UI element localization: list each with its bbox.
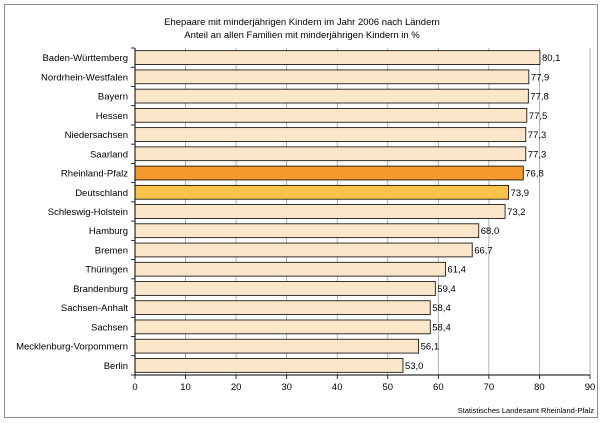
category-label: Nordrhein-Westfalen — [41, 72, 128, 83]
bar — [134, 223, 480, 239]
category-label: Niedersachsen — [65, 130, 128, 141]
category-label: Bayern — [98, 92, 128, 103]
value-label: 58,4 — [432, 303, 451, 314]
category-label: Mecklenburg-Vorpommern — [16, 342, 128, 353]
x-tick-label: 70 — [484, 382, 495, 393]
bar — [134, 88, 529, 104]
value-label: 66,7 — [474, 245, 493, 256]
x-tick-label: 40 — [332, 382, 343, 393]
bar — [134, 50, 541, 65]
value-label: 77,3 — [528, 149, 547, 160]
category-label: Deutschland — [75, 188, 128, 199]
bar — [134, 319, 431, 335]
bar — [134, 146, 527, 162]
bar — [134, 281, 436, 296]
bar — [134, 261, 446, 277]
bars: 80,1 77,9 77,8 77,5 77,3 77,3 76,8 73,9 73,2 68,0… — [134, 50, 561, 373]
value-label: 53,0 — [405, 361, 424, 372]
bar — [134, 242, 473, 258]
bar — [134, 184, 510, 200]
x-tick-label: 90 — [585, 382, 596, 393]
bar — [134, 165, 524, 181]
value-label: 73,2 — [507, 207, 525, 218]
x-tick-label: 30 — [281, 382, 292, 393]
x-tick-label: 80 — [534, 382, 545, 393]
bar — [134, 107, 528, 123]
category-label: Sachsen-Anhalt — [61, 303, 128, 314]
bar — [134, 300, 431, 316]
x-tick-label: 10 — [180, 382, 191, 393]
bar — [134, 127, 527, 142]
value-label: 73,9 — [511, 188, 530, 199]
category-label: Hessen — [96, 111, 128, 122]
bar — [134, 204, 506, 219]
category-label: Schleswig-Holstein — [48, 207, 128, 218]
x-tick-label: 50 — [382, 382, 393, 393]
x-tick-label: 0 — [132, 382, 137, 393]
category-label: Hamburg — [89, 226, 128, 237]
category-label: Brandenburg — [73, 284, 128, 295]
category-label: Thüringen — [85, 265, 128, 276]
bar — [134, 358, 404, 373]
value-label: 77,9 — [531, 72, 550, 83]
category-label: Bremen — [95, 245, 128, 256]
value-label: 77,8 — [530, 92, 549, 103]
bar — [134, 338, 420, 354]
category-label: Saarland — [90, 149, 128, 160]
value-label: 58,4 — [432, 322, 451, 333]
bar — [134, 69, 530, 85]
value-label: 77,5 — [529, 111, 548, 122]
axes: Baden-Württemberg Nordrhein-Westfalen Baye… — [16, 47, 596, 393]
category-label: Sachsen — [91, 322, 128, 333]
value-label: 59,4 — [437, 284, 456, 295]
x-tick-label: 20 — [231, 382, 242, 393]
value-label: 56,1 — [421, 342, 440, 353]
value-label: 80,1 — [542, 53, 561, 64]
chart-subtitle: Anteil an allen Familien mit minderjähri… — [184, 30, 420, 41]
category-label: Rheinland-Pfalz — [61, 169, 128, 180]
x-tick-label: 60 — [433, 382, 444, 393]
value-label: 76,8 — [525, 169, 544, 180]
value-label: 77,3 — [528, 130, 547, 141]
value-label: 68,0 — [481, 226, 500, 237]
source-note: Statistisches Landesamt Rheinland-Pfalz — [458, 406, 595, 415]
category-label: Baden-Württemberg — [42, 53, 128, 64]
chart-title: Ehepaare mit minderjährigen Kindern im J… — [164, 17, 440, 28]
category-label: Berlin — [104, 361, 128, 372]
value-label: 61,4 — [447, 265, 466, 276]
